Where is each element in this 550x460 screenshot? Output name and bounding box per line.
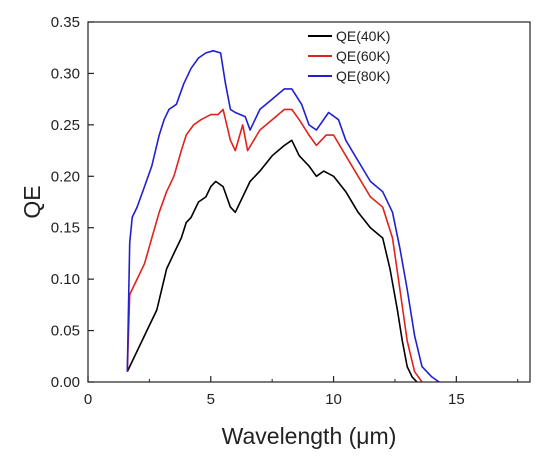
x-tick-label-2: 10 <box>325 391 342 408</box>
y-tick-label-5: 0.25 <box>51 117 80 134</box>
x-tick-label-0: 0 <box>84 391 92 408</box>
y-tick-label-0: 0.00 <box>51 374 80 391</box>
y-tick-label-3: 0.15 <box>51 220 80 237</box>
series-line-qe-60k- <box>126 108 423 383</box>
y-tick-label-1: 0.05 <box>51 323 80 340</box>
legend-label-2: QE(80K) <box>336 68 390 84</box>
x-tick-label-3: 15 <box>448 391 465 408</box>
legend-label-1: QE(60K) <box>336 48 390 64</box>
y-axis-label: QE <box>19 185 45 218</box>
y-tick-label-7: 0.35 <box>51 14 80 31</box>
y-tick-label-4: 0.20 <box>51 168 80 185</box>
series-line-qe-40k- <box>126 139 418 383</box>
series-layer <box>126 49 440 383</box>
x-tick-label-1: 5 <box>207 391 215 408</box>
legend: QE(40K) QE(60K) QE(80K) <box>308 28 390 84</box>
legend-label-0: QE(40K) <box>336 28 390 44</box>
series-line-qe-80k- <box>126 49 440 383</box>
x-axis-label: Wavelength (μm) <box>222 423 397 449</box>
plot-frame <box>87 21 531 383</box>
y-tick-label-6: 0.30 <box>51 65 80 82</box>
ticks-layer: 0 5 10 15 0.00 0.05 0.10 0.15 0.20 0.25 0.30 0.35 <box>51 14 519 408</box>
y-tick-label-2: 0.10 <box>51 271 80 288</box>
